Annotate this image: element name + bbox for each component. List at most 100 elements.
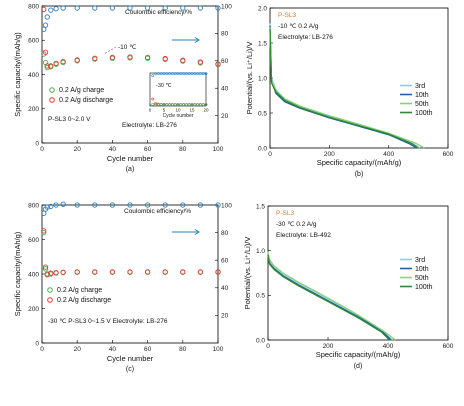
series-line (267, 255, 390, 341)
y-tick-label: 800 (28, 3, 39, 10)
y2-tick-label: 60 (221, 58, 229, 65)
data-point (215, 202, 221, 208)
data-point (197, 202, 204, 208)
data-point (162, 269, 168, 275)
data-point (42, 22, 49, 28)
condition-label: -10 ℃ 0.2 A/g (278, 23, 319, 30)
x-tick-label: 600 (443, 343, 454, 350)
legend-label: 10th (415, 92, 429, 99)
data-point (144, 269, 151, 275)
inset-charge-point (154, 103, 158, 106)
material-label: P-SL3 (276, 210, 294, 217)
x-tick-label: 20 (74, 346, 82, 353)
inset-charge-point (196, 103, 200, 107)
y2-tick-label: 80 (221, 31, 229, 38)
x-tick-label: 400 (383, 151, 394, 158)
legend-label: 0.2 A/g discharge (59, 97, 113, 104)
inset-ce-point (156, 72, 160, 76)
inset-ce-point (179, 72, 183, 76)
y-tick-label: 0.0 (256, 337, 265, 344)
data-point (92, 202, 98, 208)
inset-charge-point (190, 103, 194, 107)
y-tick-label: 2.0 (258, 5, 267, 12)
material-label: P-SL3 (278, 12, 296, 19)
data-point (127, 202, 133, 208)
data-point (144, 202, 151, 208)
inset-ce-point (204, 72, 208, 76)
legend-marker (47, 287, 53, 293)
data-point (74, 269, 80, 275)
data-point (144, 54, 151, 61)
y-tick-label: 800 (28, 202, 39, 209)
series-line (269, 27, 425, 149)
inset-tick-label: 15 (189, 108, 195, 113)
data-point (92, 5, 98, 11)
y2-tick-label: 20 (221, 313, 229, 320)
data-point (180, 202, 186, 208)
data-point (48, 7, 54, 13)
y-tick-label: 0 (35, 140, 39, 147)
x-tick-label: 100 (213, 346, 224, 353)
condition-label: -30 ℃ P-SL3 0~1.5 V Electrolyte: LB-276 (48, 318, 168, 325)
data-point (127, 5, 133, 11)
y-axis-label: Specific capacity/(mAh/g) (13, 32, 22, 117)
y2-tick-label: 40 (221, 86, 229, 93)
y-tick-label: 200 (28, 306, 39, 313)
y-axis-label: Potential/(vs. Li⁺/Li)/V (245, 42, 254, 115)
data-point (127, 269, 133, 275)
data-point (53, 60, 59, 67)
data-point (109, 202, 116, 208)
temperature-label: -10 ℃ (118, 44, 137, 51)
voltage-label: P-SL3 0~2.0 V (48, 116, 91, 123)
x-tick-label: 60 (144, 346, 152, 353)
inset-ce-point (196, 72, 200, 76)
x-tick-label: 40 (109, 346, 117, 353)
ce-arrow-head (194, 229, 200, 235)
inset-ce-point (154, 72, 158, 76)
x-tick-label: 0 (266, 343, 270, 350)
y-tick-label: 1.5 (258, 40, 267, 47)
inset-charge-point (184, 103, 188, 107)
y-tick-label: 600 (28, 237, 39, 244)
data-point (48, 203, 54, 210)
y-tick-label: 0 (35, 340, 39, 347)
y2-tick-label: 80 (221, 230, 229, 237)
data-point (42, 264, 49, 270)
data-point (162, 5, 168, 11)
data-point (42, 49, 49, 55)
x-tick-label: 200 (323, 343, 334, 350)
data-point (109, 5, 116, 11)
data-point (197, 269, 204, 275)
inset-charge-point (162, 103, 166, 107)
data-point (197, 59, 204, 65)
legend-label: 50th (415, 275, 429, 282)
data-point (144, 5, 151, 11)
data-point (60, 201, 66, 207)
series-line (269, 28, 419, 149)
data-point (180, 5, 186, 11)
x-tick-label: 0 (268, 151, 272, 158)
inset-ce-point (201, 72, 205, 76)
data-point (44, 14, 50, 20)
data-point (109, 269, 116, 275)
data-point (53, 6, 59, 12)
inset-discharge-point (154, 102, 158, 105)
data-point (162, 55, 168, 62)
data-point (109, 54, 116, 61)
ce-annotation: Coulombic efficiency/% (124, 208, 191, 215)
x-tick-label: 400 (383, 343, 394, 350)
inset-ce-point (173, 72, 177, 76)
x-tick-label: 200 (324, 151, 335, 158)
x-tick-label: 80 (179, 146, 187, 153)
condition-label: -30 ℃ 0.2 A/g (276, 221, 317, 228)
electrolyte-label: Electrolyte: LB-276 (278, 34, 333, 41)
inset-ce-point (187, 72, 191, 76)
x-tick-label: 100 (213, 146, 224, 153)
x-tick-label: 80 (179, 346, 187, 353)
data-point (41, 6, 47, 13)
data-point (180, 57, 186, 63)
data-point (215, 5, 221, 11)
data-point (53, 269, 59, 276)
data-point (197, 5, 204, 11)
legend-label: 100th (415, 110, 433, 117)
